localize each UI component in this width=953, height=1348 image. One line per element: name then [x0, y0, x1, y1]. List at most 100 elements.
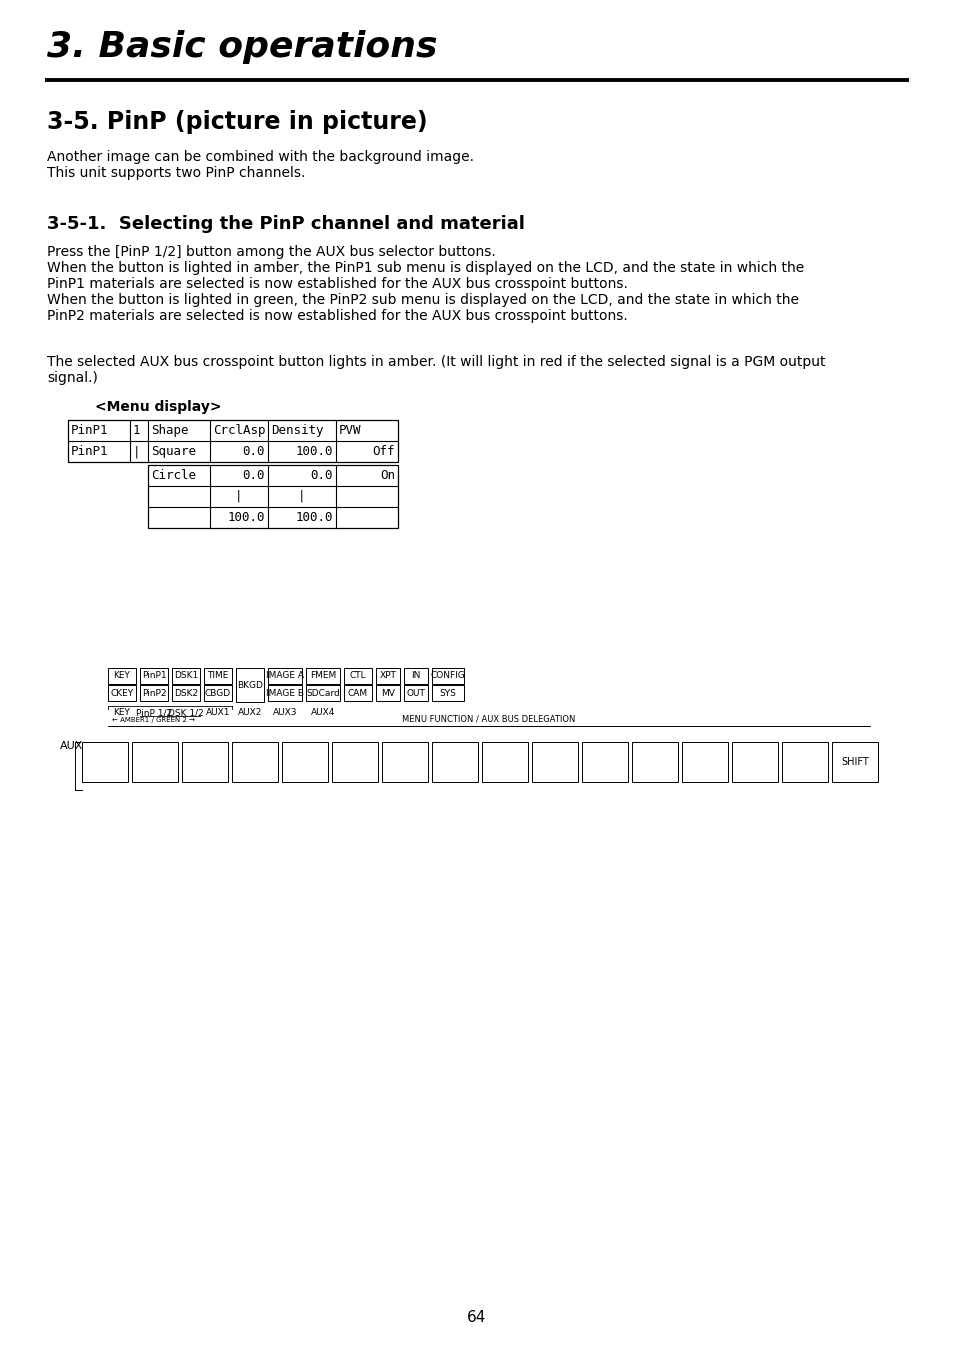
Text: 3-5-1.  Selecting the PinP channel and material: 3-5-1. Selecting the PinP channel and ma… — [47, 214, 524, 233]
Text: DSK 1/2: DSK 1/2 — [168, 708, 204, 717]
Text: 0.0: 0.0 — [242, 445, 265, 458]
Text: <Menu display>: <Menu display> — [95, 400, 221, 414]
Text: This unit supports two PinP channels.: This unit supports two PinP channels. — [47, 166, 305, 181]
Text: CrclAsp: CrclAsp — [213, 425, 265, 437]
Text: AUX: AUX — [60, 741, 83, 751]
Bar — [82, 741, 128, 782]
Text: Off: Off — [372, 445, 395, 458]
Text: TIME: TIME — [207, 671, 229, 681]
Text: XPT: XPT — [379, 671, 396, 681]
Bar — [108, 685, 136, 701]
Bar — [432, 669, 463, 683]
Text: MENU FUNCTION / AUX BUS DELEGATION: MENU FUNCTION / AUX BUS DELEGATION — [402, 714, 575, 723]
Text: The selected AUX bus crosspoint button lights in amber. (It will light in red if: The selected AUX bus crosspoint button l… — [47, 355, 824, 369]
Bar — [432, 741, 477, 782]
Bar — [268, 685, 302, 701]
Bar — [68, 421, 397, 462]
Bar — [132, 741, 178, 782]
Text: PVW: PVW — [338, 425, 361, 437]
Bar — [532, 741, 578, 782]
Text: IMAGE B: IMAGE B — [266, 689, 304, 697]
Bar — [344, 669, 372, 683]
Text: When the button is lighted in amber, the PinP1 sub menu is displayed on the LCD,: When the button is lighted in amber, the… — [47, 262, 803, 275]
Text: SYS: SYS — [439, 689, 456, 697]
Text: PinP1 materials are selected is now established for the AUX bus crosspoint butto: PinP1 materials are selected is now esta… — [47, 276, 627, 291]
Bar — [681, 741, 727, 782]
Text: Another image can be combined with the background image.: Another image can be combined with the b… — [47, 150, 474, 164]
Text: PinP2: PinP2 — [142, 689, 166, 697]
Bar — [204, 669, 232, 683]
Bar — [235, 669, 264, 702]
Text: AUX2: AUX2 — [237, 708, 262, 717]
Bar — [831, 741, 877, 782]
Text: BKGD: BKGD — [236, 681, 263, 689]
Text: DSK1: DSK1 — [173, 671, 198, 681]
Bar — [148, 465, 397, 528]
Text: OUT: OUT — [406, 689, 425, 697]
Bar — [282, 741, 328, 782]
Bar — [781, 741, 827, 782]
Text: 100.0: 100.0 — [295, 445, 333, 458]
Text: 1: 1 — [132, 425, 140, 437]
Bar — [581, 741, 627, 782]
Text: AUX1: AUX1 — [206, 708, 230, 717]
Text: PinP1: PinP1 — [71, 445, 109, 458]
Bar — [432, 685, 463, 701]
Bar — [375, 685, 399, 701]
Text: IMAGE A: IMAGE A — [266, 671, 304, 681]
Bar — [232, 741, 277, 782]
Text: Shape: Shape — [151, 425, 189, 437]
Text: IN: IN — [411, 671, 420, 681]
Bar — [403, 669, 428, 683]
Bar — [381, 741, 428, 782]
Text: FMEM: FMEM — [310, 671, 335, 681]
Text: DSK2: DSK2 — [173, 689, 198, 697]
Bar — [344, 685, 372, 701]
Text: 3. Basic operations: 3. Basic operations — [47, 30, 437, 63]
Text: PinP 1/2: PinP 1/2 — [135, 708, 172, 717]
Text: CAM: CAM — [348, 689, 368, 697]
Bar — [403, 685, 428, 701]
Text: 64: 64 — [467, 1310, 486, 1325]
Bar — [481, 741, 527, 782]
Text: KEY: KEY — [113, 671, 131, 681]
Text: Circle: Circle — [151, 469, 195, 483]
Bar — [332, 741, 377, 782]
Text: 3-5. PinP (picture in picture): 3-5. PinP (picture in picture) — [47, 111, 427, 133]
Text: AUX4: AUX4 — [311, 708, 335, 717]
Text: 0.0: 0.0 — [242, 469, 265, 483]
Bar — [182, 741, 228, 782]
Bar — [140, 669, 168, 683]
Text: 100.0: 100.0 — [227, 511, 265, 524]
Text: Press the [PinP 1/2] button among the AUX bus selector buttons.: Press the [PinP 1/2] button among the AU… — [47, 245, 496, 259]
Text: CTL: CTL — [350, 671, 366, 681]
Text: CBGD: CBGD — [205, 689, 231, 697]
Bar — [306, 685, 339, 701]
Text: |: | — [132, 445, 140, 458]
Text: MV: MV — [380, 689, 395, 697]
Bar — [375, 669, 399, 683]
Text: SHIFT: SHIFT — [841, 758, 868, 767]
Text: ← AMBER1 / GREEN 2 →: ← AMBER1 / GREEN 2 → — [112, 717, 195, 723]
Text: CKEY: CKEY — [111, 689, 133, 697]
Bar — [140, 685, 168, 701]
Bar — [172, 685, 200, 701]
Bar — [306, 669, 339, 683]
Text: PinP2 materials are selected is now established for the AUX bus crosspoint butto: PinP2 materials are selected is now esta… — [47, 309, 627, 324]
Text: PinP1: PinP1 — [71, 425, 109, 437]
Text: signal.): signal.) — [47, 371, 98, 386]
Text: 100.0: 100.0 — [295, 511, 333, 524]
Text: PinP1: PinP1 — [142, 671, 166, 681]
Text: On: On — [379, 469, 395, 483]
Bar — [204, 685, 232, 701]
Text: 0.0: 0.0 — [310, 469, 333, 483]
Text: CONFIG: CONFIG — [430, 671, 465, 681]
Bar — [631, 741, 678, 782]
Text: When the button is lighted in green, the PinP2 sub menu is displayed on the LCD,: When the button is lighted in green, the… — [47, 293, 799, 307]
Text: KEY: KEY — [113, 708, 131, 717]
Text: Square: Square — [151, 445, 195, 458]
Bar — [731, 741, 778, 782]
Bar — [108, 669, 136, 683]
Text: |: | — [298, 491, 305, 503]
Text: SDCard: SDCard — [306, 689, 339, 697]
